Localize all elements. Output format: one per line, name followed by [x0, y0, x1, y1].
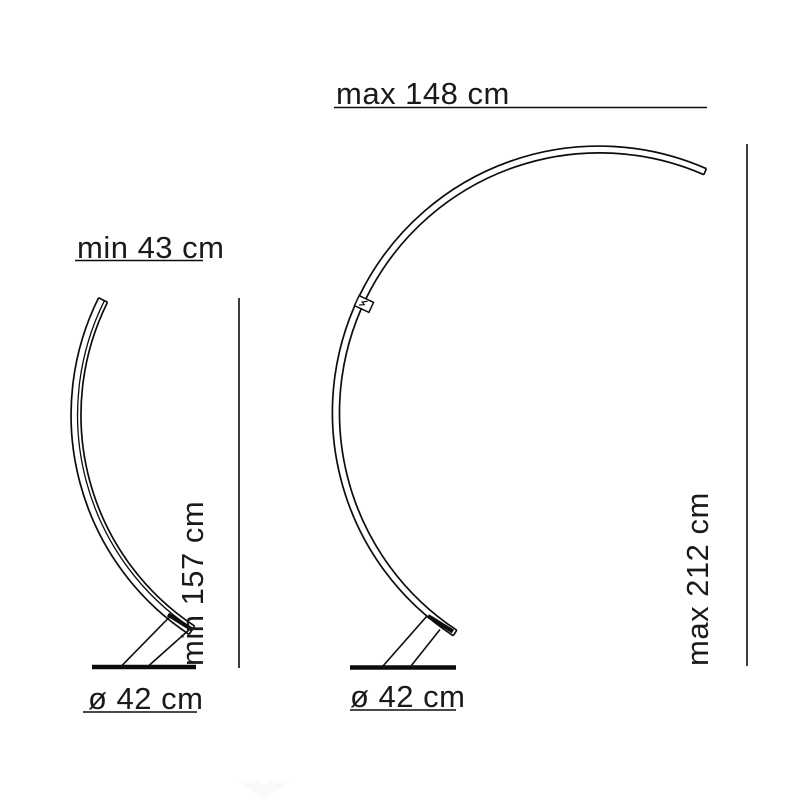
small-lamp-stem-clamp [166, 612, 194, 632]
small-lamp-width-label: min 43 cm [77, 230, 225, 265]
large-lamp-joint-collar [353, 294, 375, 314]
small-lamp-height-label: min 157 cm [175, 500, 210, 666]
large-lamp-tube-outer-edge [331, 145, 707, 637]
large-lamp-stem-right-edge [410, 629, 441, 667]
small-lamp-tube-bottom-cap [188, 625, 196, 635]
small-lamp-drawing [70, 297, 196, 670]
large-lamp-base-diameter-label: ø 42 cm [350, 679, 466, 714]
small-lamp-base-diameter-label: ø 42 cm [88, 681, 204, 716]
small-lamp-tube-top-cap [98, 297, 108, 303]
large-lamp-tube-top-cap [703, 168, 708, 176]
large-lamp-stem-left-edge [382, 615, 428, 667]
small-lamp-tube-channel-line [76, 300, 194, 630]
large-lamp-width-label: max 148 cm [336, 76, 510, 111]
large-lamp-stem-clamp [426, 614, 455, 634]
small-lamp-tube-inner-edge [80, 301, 196, 627]
small-lamp-stem-left-edge [121, 615, 171, 667]
large-lamp-height-label: max 212 cm [680, 492, 715, 666]
small-lamp-tube-outer-edge [70, 297, 190, 636]
large-lamp-tube-bottom-cap [452, 629, 458, 637]
watermark-shape [238, 781, 290, 800]
large-lamp-drawing [331, 145, 708, 670]
small-lamp-stem-right-edge [148, 628, 191, 667]
large-lamp-tube-inner-edge [338, 152, 705, 631]
